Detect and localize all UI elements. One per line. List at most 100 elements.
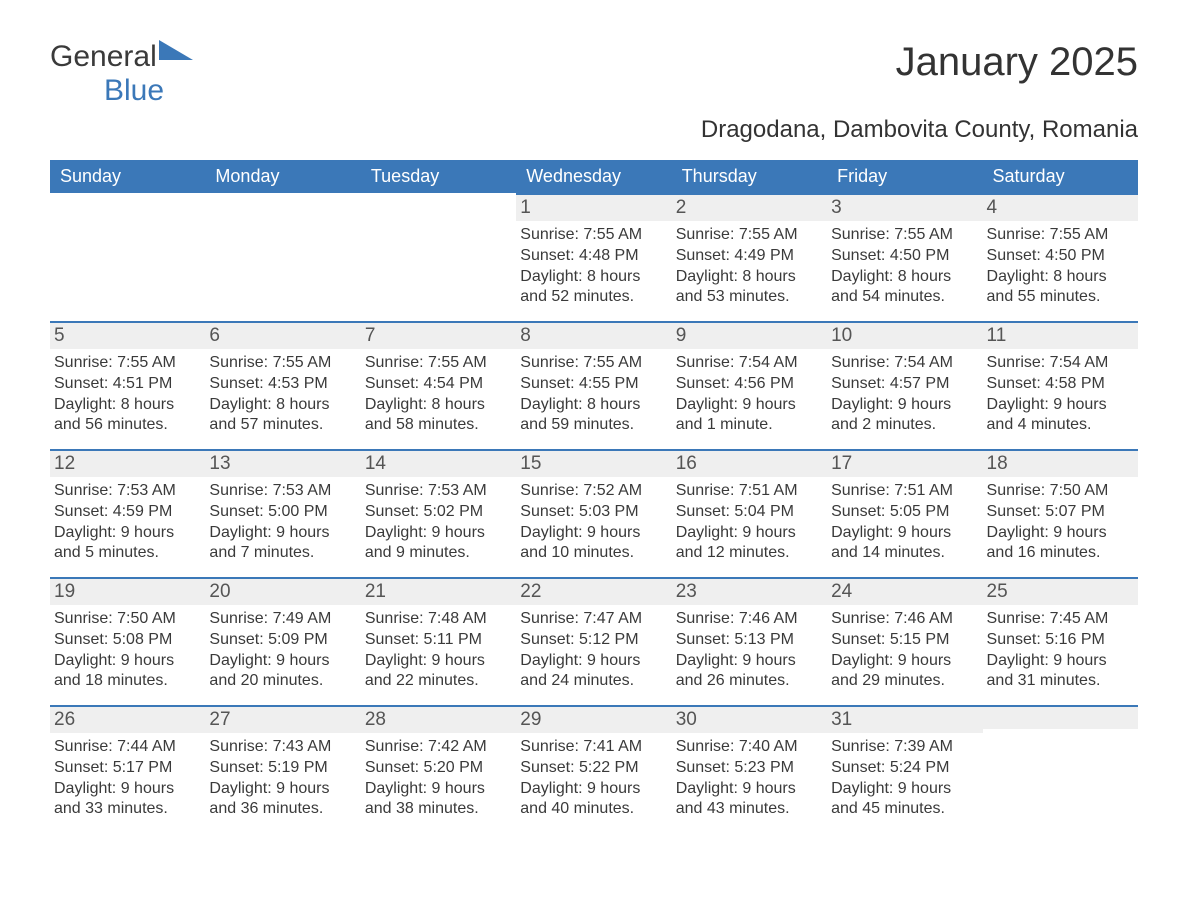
calendar-cell: 3Sunrise: 7:55 AMSunset: 4:50 PMDaylight… [827, 193, 982, 321]
day-number: 25 [983, 579, 1138, 605]
day-dl2: and 40 minutes. [520, 799, 663, 820]
day-details: Sunrise: 7:44 AMSunset: 5:17 PMDaylight:… [50, 733, 205, 830]
day-sunset: Sunset: 4:49 PM [676, 246, 819, 267]
day-dl1: Daylight: 9 hours [520, 651, 663, 672]
day-sunset: Sunset: 4:51 PM [54, 374, 197, 395]
day-number: 15 [516, 451, 671, 477]
day-dl2: and 4 minutes. [987, 415, 1130, 436]
day-dl2: and 38 minutes. [365, 799, 508, 820]
day-details: Sunrise: 7:51 AMSunset: 5:05 PMDaylight:… [827, 477, 982, 574]
day-dl2: and 9 minutes. [365, 543, 508, 564]
calendar-cell: 29Sunrise: 7:41 AMSunset: 5:22 PMDayligh… [516, 705, 671, 833]
day-dl1: Daylight: 9 hours [54, 651, 197, 672]
day-dl2: and 12 minutes. [676, 543, 819, 564]
day-dl1: Daylight: 9 hours [365, 779, 508, 800]
day-dl2: and 10 minutes. [520, 543, 663, 564]
day-sunset: Sunset: 4:55 PM [520, 374, 663, 395]
day-number: 24 [827, 579, 982, 605]
day-number-bar: 18 [983, 449, 1138, 477]
calendar-cell: 20Sunrise: 7:49 AMSunset: 5:09 PMDayligh… [205, 577, 360, 705]
day-number: 5 [50, 323, 205, 349]
day-dl2: and 5 minutes. [54, 543, 197, 564]
day-sunrise: Sunrise: 7:46 AM [831, 609, 974, 630]
logo-general-text: General [50, 40, 157, 73]
calendar-cell: 30Sunrise: 7:40 AMSunset: 5:23 PMDayligh… [672, 705, 827, 833]
day-sunrise: Sunrise: 7:43 AM [209, 737, 352, 758]
empty-day-num [361, 193, 516, 217]
day-sunrise: Sunrise: 7:51 AM [676, 481, 819, 502]
calendar-cell: 15Sunrise: 7:52 AMSunset: 5:03 PMDayligh… [516, 449, 671, 577]
day-number-bar: 28 [361, 705, 516, 733]
day-sunrise: Sunrise: 7:44 AM [54, 737, 197, 758]
day-dl2: and 20 minutes. [209, 671, 352, 692]
day-sunset: Sunset: 5:20 PM [365, 758, 508, 779]
calendar-cell: 11Sunrise: 7:54 AMSunset: 4:58 PMDayligh… [983, 321, 1138, 449]
day-sunset: Sunset: 4:57 PM [831, 374, 974, 395]
day-dl2: and 56 minutes. [54, 415, 197, 436]
weekday-header: Friday [827, 160, 982, 193]
day-details: Sunrise: 7:41 AMSunset: 5:22 PMDaylight:… [516, 733, 671, 830]
calendar-cell: 5Sunrise: 7:55 AMSunset: 4:51 PMDaylight… [50, 321, 205, 449]
header: General Blue January 2025 [50, 40, 1138, 108]
day-number-bar: 17 [827, 449, 982, 477]
day-details: Sunrise: 7:54 AMSunset: 4:58 PMDaylight:… [983, 349, 1138, 446]
calendar-cell: 23Sunrise: 7:46 AMSunset: 5:13 PMDayligh… [672, 577, 827, 705]
day-number: 18 [983, 451, 1138, 477]
calendar-cell: 31Sunrise: 7:39 AMSunset: 5:24 PMDayligh… [827, 705, 982, 833]
day-sunrise: Sunrise: 7:46 AM [676, 609, 819, 630]
day-number: 12 [50, 451, 205, 477]
day-sunrise: Sunrise: 7:53 AM [209, 481, 352, 502]
calendar-week: 19Sunrise: 7:50 AMSunset: 5:08 PMDayligh… [50, 577, 1138, 705]
weekday-header: Saturday [983, 160, 1138, 193]
day-dl2: and 53 minutes. [676, 287, 819, 308]
day-dl2: and 26 minutes. [676, 671, 819, 692]
day-number: 19 [50, 579, 205, 605]
day-sunrise: Sunrise: 7:50 AM [987, 481, 1130, 502]
day-dl2: and 29 minutes. [831, 671, 974, 692]
day-dl1: Daylight: 8 hours [520, 395, 663, 416]
day-sunrise: Sunrise: 7:54 AM [831, 353, 974, 374]
day-sunrise: Sunrise: 7:55 AM [520, 353, 663, 374]
day-sunset: Sunset: 5:19 PM [209, 758, 352, 779]
day-number: 1 [516, 195, 671, 221]
day-number-bar: 1 [516, 193, 671, 221]
day-number: 11 [983, 323, 1138, 349]
weekday-header: Sunday [50, 160, 205, 193]
calendar-week: 1Sunrise: 7:55 AMSunset: 4:48 PMDaylight… [50, 193, 1138, 321]
day-number: 27 [205, 707, 360, 733]
day-sunrise: Sunrise: 7:53 AM [365, 481, 508, 502]
calendar-cell: 28Sunrise: 7:42 AMSunset: 5:20 PMDayligh… [361, 705, 516, 833]
calendar-cell: 26Sunrise: 7:44 AMSunset: 5:17 PMDayligh… [50, 705, 205, 833]
day-details: Sunrise: 7:55 AMSunset: 4:50 PMDaylight:… [983, 221, 1138, 318]
day-details: Sunrise: 7:55 AMSunset: 4:50 PMDaylight:… [827, 221, 982, 318]
day-dl1: Daylight: 9 hours [676, 651, 819, 672]
calendar-cell: 19Sunrise: 7:50 AMSunset: 5:08 PMDayligh… [50, 577, 205, 705]
day-number-bar: 5 [50, 321, 205, 349]
day-dl1: Daylight: 9 hours [987, 395, 1130, 416]
weekday-header: Tuesday [361, 160, 516, 193]
day-number-bar: 6 [205, 321, 360, 349]
calendar-cell: 22Sunrise: 7:47 AMSunset: 5:12 PMDayligh… [516, 577, 671, 705]
day-sunrise: Sunrise: 7:55 AM [209, 353, 352, 374]
calendar-cell: 6Sunrise: 7:55 AMSunset: 4:53 PMDaylight… [205, 321, 360, 449]
day-sunset: Sunset: 5:03 PM [520, 502, 663, 523]
day-sunset: Sunset: 5:08 PM [54, 630, 197, 651]
day-dl2: and 7 minutes. [209, 543, 352, 564]
day-dl2: and 55 minutes. [987, 287, 1130, 308]
day-details: Sunrise: 7:55 AMSunset: 4:48 PMDaylight:… [516, 221, 671, 318]
day-details: Sunrise: 7:42 AMSunset: 5:20 PMDaylight:… [361, 733, 516, 830]
day-details: Sunrise: 7:54 AMSunset: 4:57 PMDaylight:… [827, 349, 982, 446]
day-dl1: Daylight: 8 hours [54, 395, 197, 416]
day-dl2: and 43 minutes. [676, 799, 819, 820]
day-sunrise: Sunrise: 7:45 AM [987, 609, 1130, 630]
calendar-cell: 14Sunrise: 7:53 AMSunset: 5:02 PMDayligh… [361, 449, 516, 577]
calendar-cell: 18Sunrise: 7:50 AMSunset: 5:07 PMDayligh… [983, 449, 1138, 577]
day-number: 7 [361, 323, 516, 349]
day-number: 6 [205, 323, 360, 349]
day-number-bar: 30 [672, 705, 827, 733]
day-sunrise: Sunrise: 7:55 AM [676, 225, 819, 246]
day-sunrise: Sunrise: 7:42 AM [365, 737, 508, 758]
day-dl1: Daylight: 9 hours [54, 779, 197, 800]
day-sunset: Sunset: 5:13 PM [676, 630, 819, 651]
day-number-bar: 2 [672, 193, 827, 221]
